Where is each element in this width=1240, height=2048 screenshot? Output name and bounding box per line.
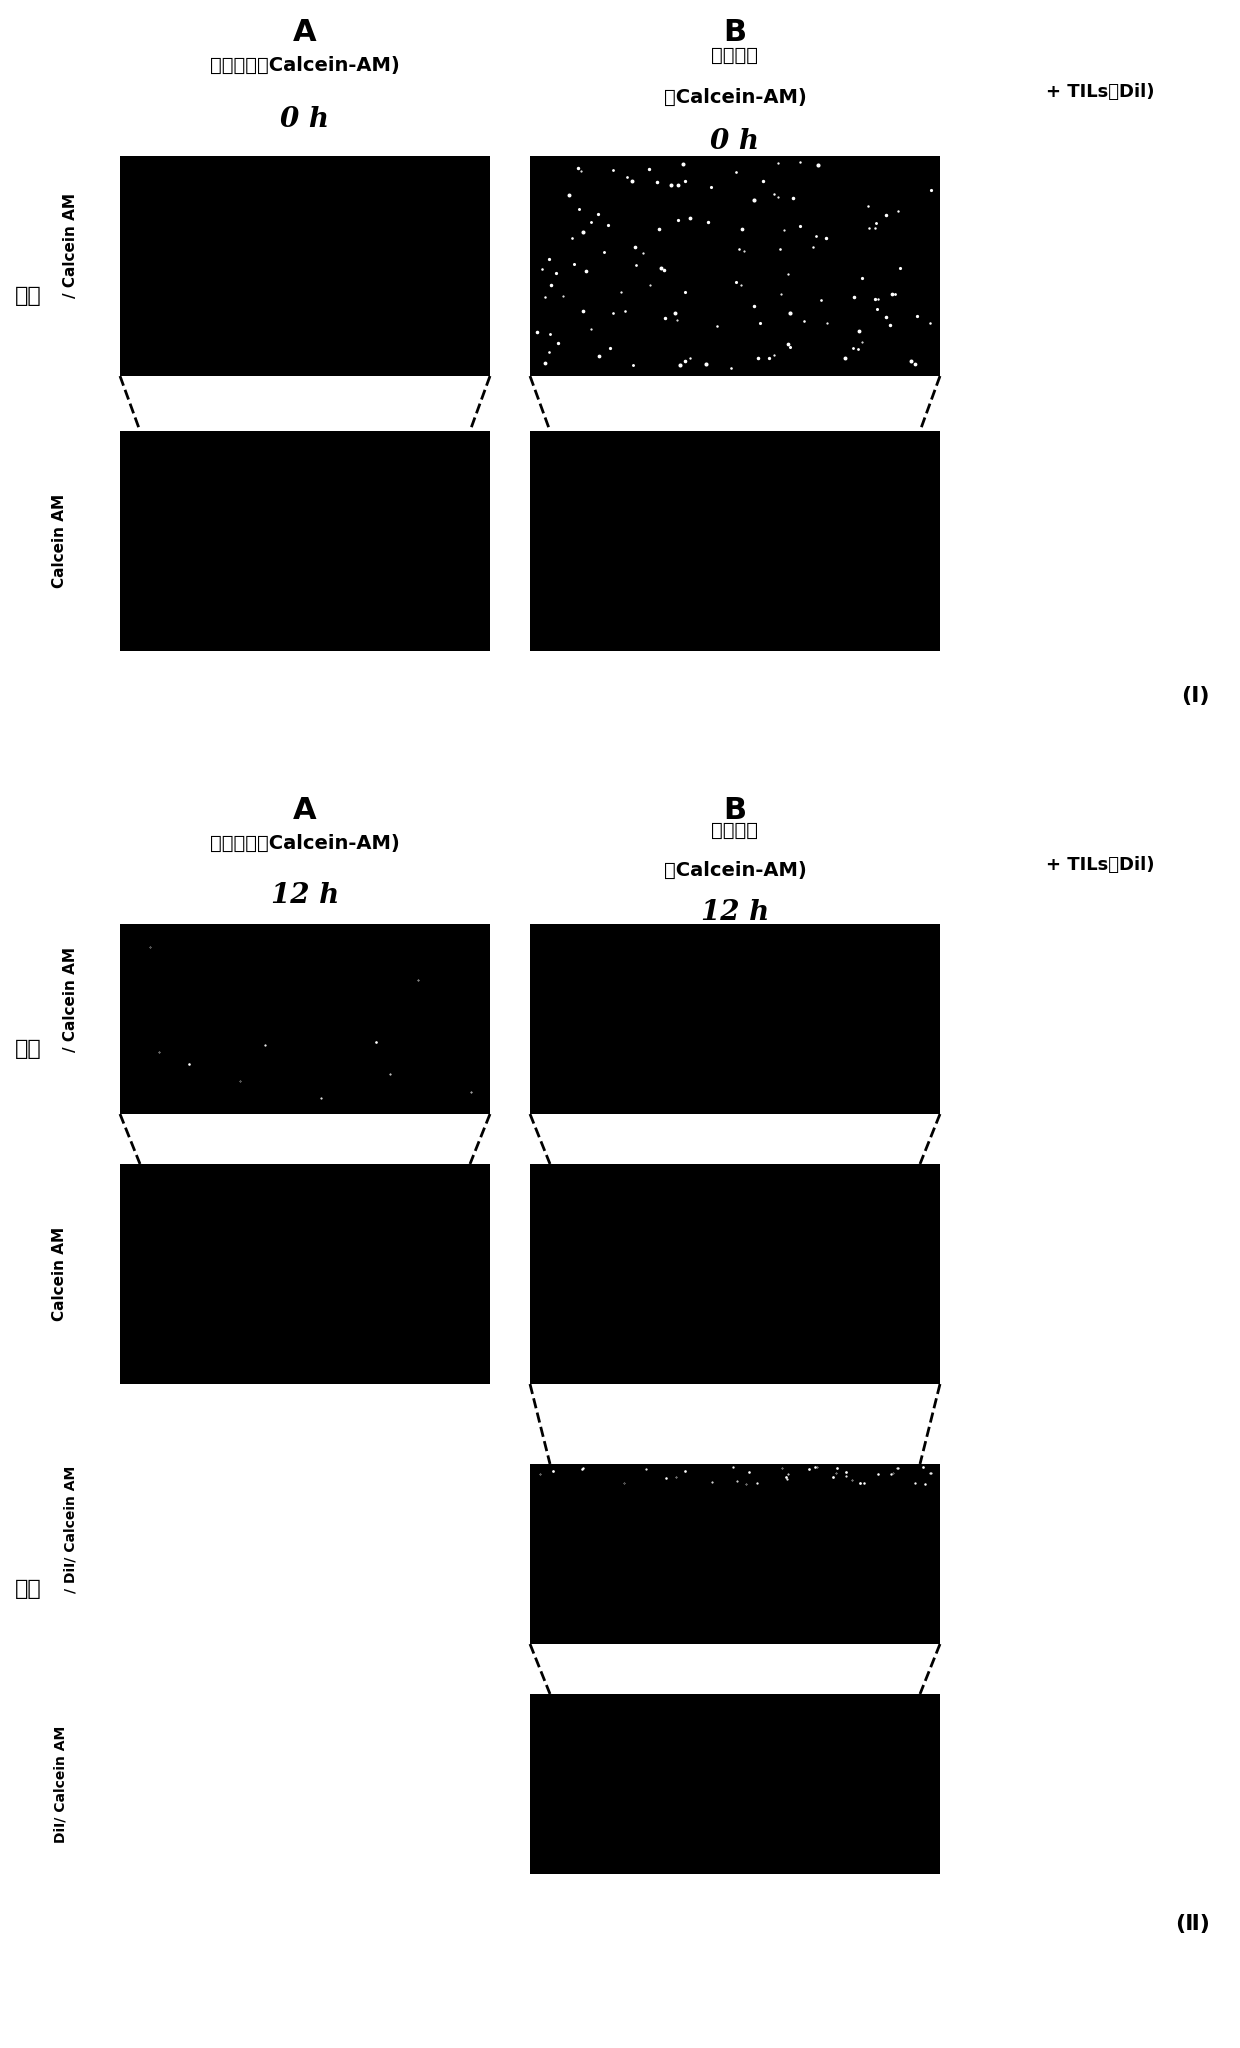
Text: DiI/ Calcein AM: DiI/ Calcein AM [53,1724,67,1843]
Text: （Calcein-AM): （Calcein-AM) [663,88,806,106]
Text: 12 h: 12 h [701,899,769,926]
Text: Calcein AM: Calcein AM [52,494,67,588]
Text: 黑色素瘤: 黑色素瘤 [712,45,759,66]
Text: 黑色素瘤: 黑色素瘤 [712,821,759,840]
Bar [529,1464,940,1645]
Text: B: B [723,797,746,825]
Bar [120,924,490,1114]
Text: 明场: 明场 [15,1579,41,1599]
Text: + TILs（Dil): + TILs（Dil) [1045,856,1154,874]
Text: （Calcein-AM): （Calcein-AM) [663,860,806,881]
Text: 黑色素瘤（Calcein-AM): 黑色素瘤（Calcein-AM) [210,55,399,76]
Text: 黑色素瘤（Calcein-AM): 黑色素瘤（Calcein-AM) [210,834,399,854]
Text: (Ⅱ): (Ⅱ) [1176,1915,1210,1933]
Bar [529,430,940,651]
Text: 12 h: 12 h [270,883,339,909]
Text: / DiI/ Calcein AM: / DiI/ Calcein AM [63,1466,77,1593]
Text: A: A [293,797,316,825]
Text: B: B [723,18,746,47]
Bar [120,430,490,651]
Bar [120,156,490,377]
Bar [120,1163,490,1384]
Text: (Ⅰ): (Ⅰ) [1182,686,1210,707]
Text: Calcein AM: Calcein AM [52,1227,67,1321]
Bar [529,156,940,377]
Text: 0 h: 0 h [711,127,759,156]
Bar [529,1163,940,1384]
Text: / Calcein AM: / Calcein AM [62,193,77,299]
Text: + TILs（Dil): + TILs（Dil) [1045,84,1154,100]
Text: A: A [293,18,316,47]
Text: / Calcein AM: / Calcein AM [62,946,77,1051]
Text: 0 h: 0 h [280,106,330,133]
Bar [529,1694,940,1874]
Text: 明场: 明场 [15,1038,41,1059]
Text: 明场: 明场 [15,287,41,305]
Bar [529,924,940,1114]
